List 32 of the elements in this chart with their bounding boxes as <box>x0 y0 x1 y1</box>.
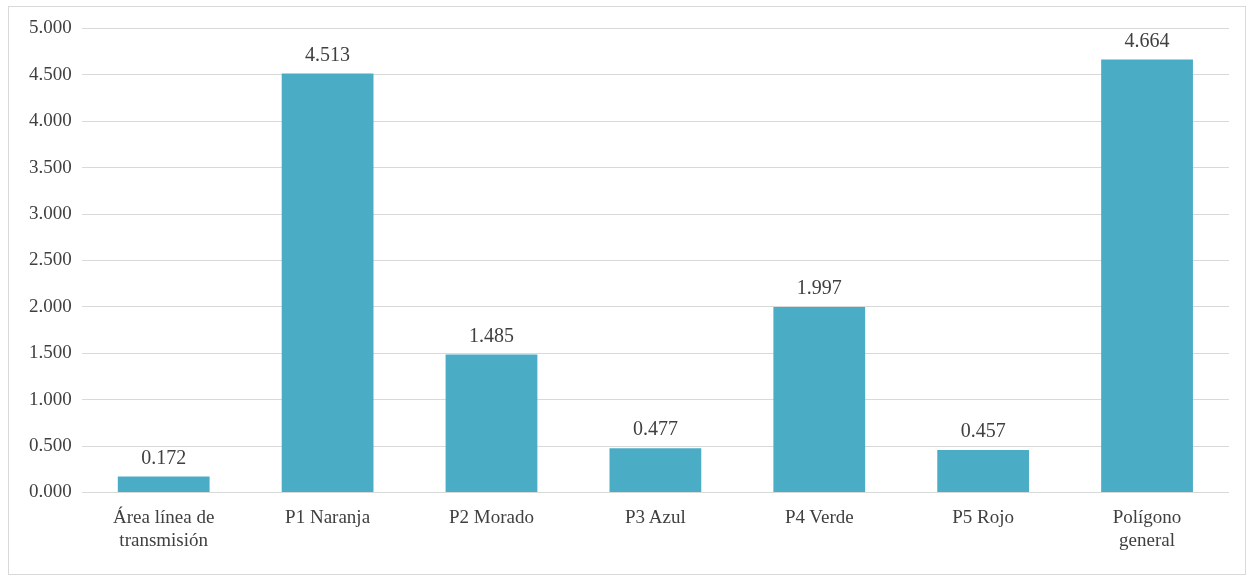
data-label: 0.457 <box>960 419 1006 442</box>
x-tick-label: P5 Rojo <box>952 505 1015 527</box>
y-tick-label: 3.500 <box>29 155 72 177</box>
bar <box>773 307 866 492</box>
data-label: 4.513 <box>305 42 351 65</box>
x-tick-label: Polígono general <box>1112 505 1182 550</box>
data-label: 0.172 <box>141 445 187 468</box>
data-label: 1.485 <box>468 323 514 346</box>
data-label: 1.997 <box>796 276 842 299</box>
bar <box>937 449 1030 492</box>
y-tick-label: 3.000 <box>29 201 72 223</box>
data-label: 4.664 <box>1124 28 1170 51</box>
x-tick-label: P3 Azul <box>625 505 686 527</box>
y-tick-label: 1.000 <box>29 387 72 409</box>
data-label: 0.477 <box>632 417 678 440</box>
y-tick-label: 2.500 <box>29 248 72 270</box>
x-tick-label: P2 Morado <box>448 505 534 527</box>
y-tick-label: 4.500 <box>29 62 72 84</box>
bar <box>117 476 210 492</box>
x-tick-label: P4 Verde <box>784 505 854 527</box>
x-tick-label: P1 Naranja <box>285 505 371 527</box>
y-tick-label: 0.500 <box>29 433 72 455</box>
y-tick-label: 4.000 <box>29 109 72 131</box>
bar <box>445 354 538 492</box>
x-tick-label: Área línea de transmisión <box>113 505 215 550</box>
bar <box>1101 59 1193 492</box>
y-tick-label: 0.000 <box>29 480 72 502</box>
y-tick-label: 5.000 <box>29 16 72 38</box>
y-tick-label: 1.500 <box>29 341 72 363</box>
bar <box>609 448 702 492</box>
y-tick-label: 2.000 <box>29 294 72 316</box>
bar <box>281 73 374 492</box>
